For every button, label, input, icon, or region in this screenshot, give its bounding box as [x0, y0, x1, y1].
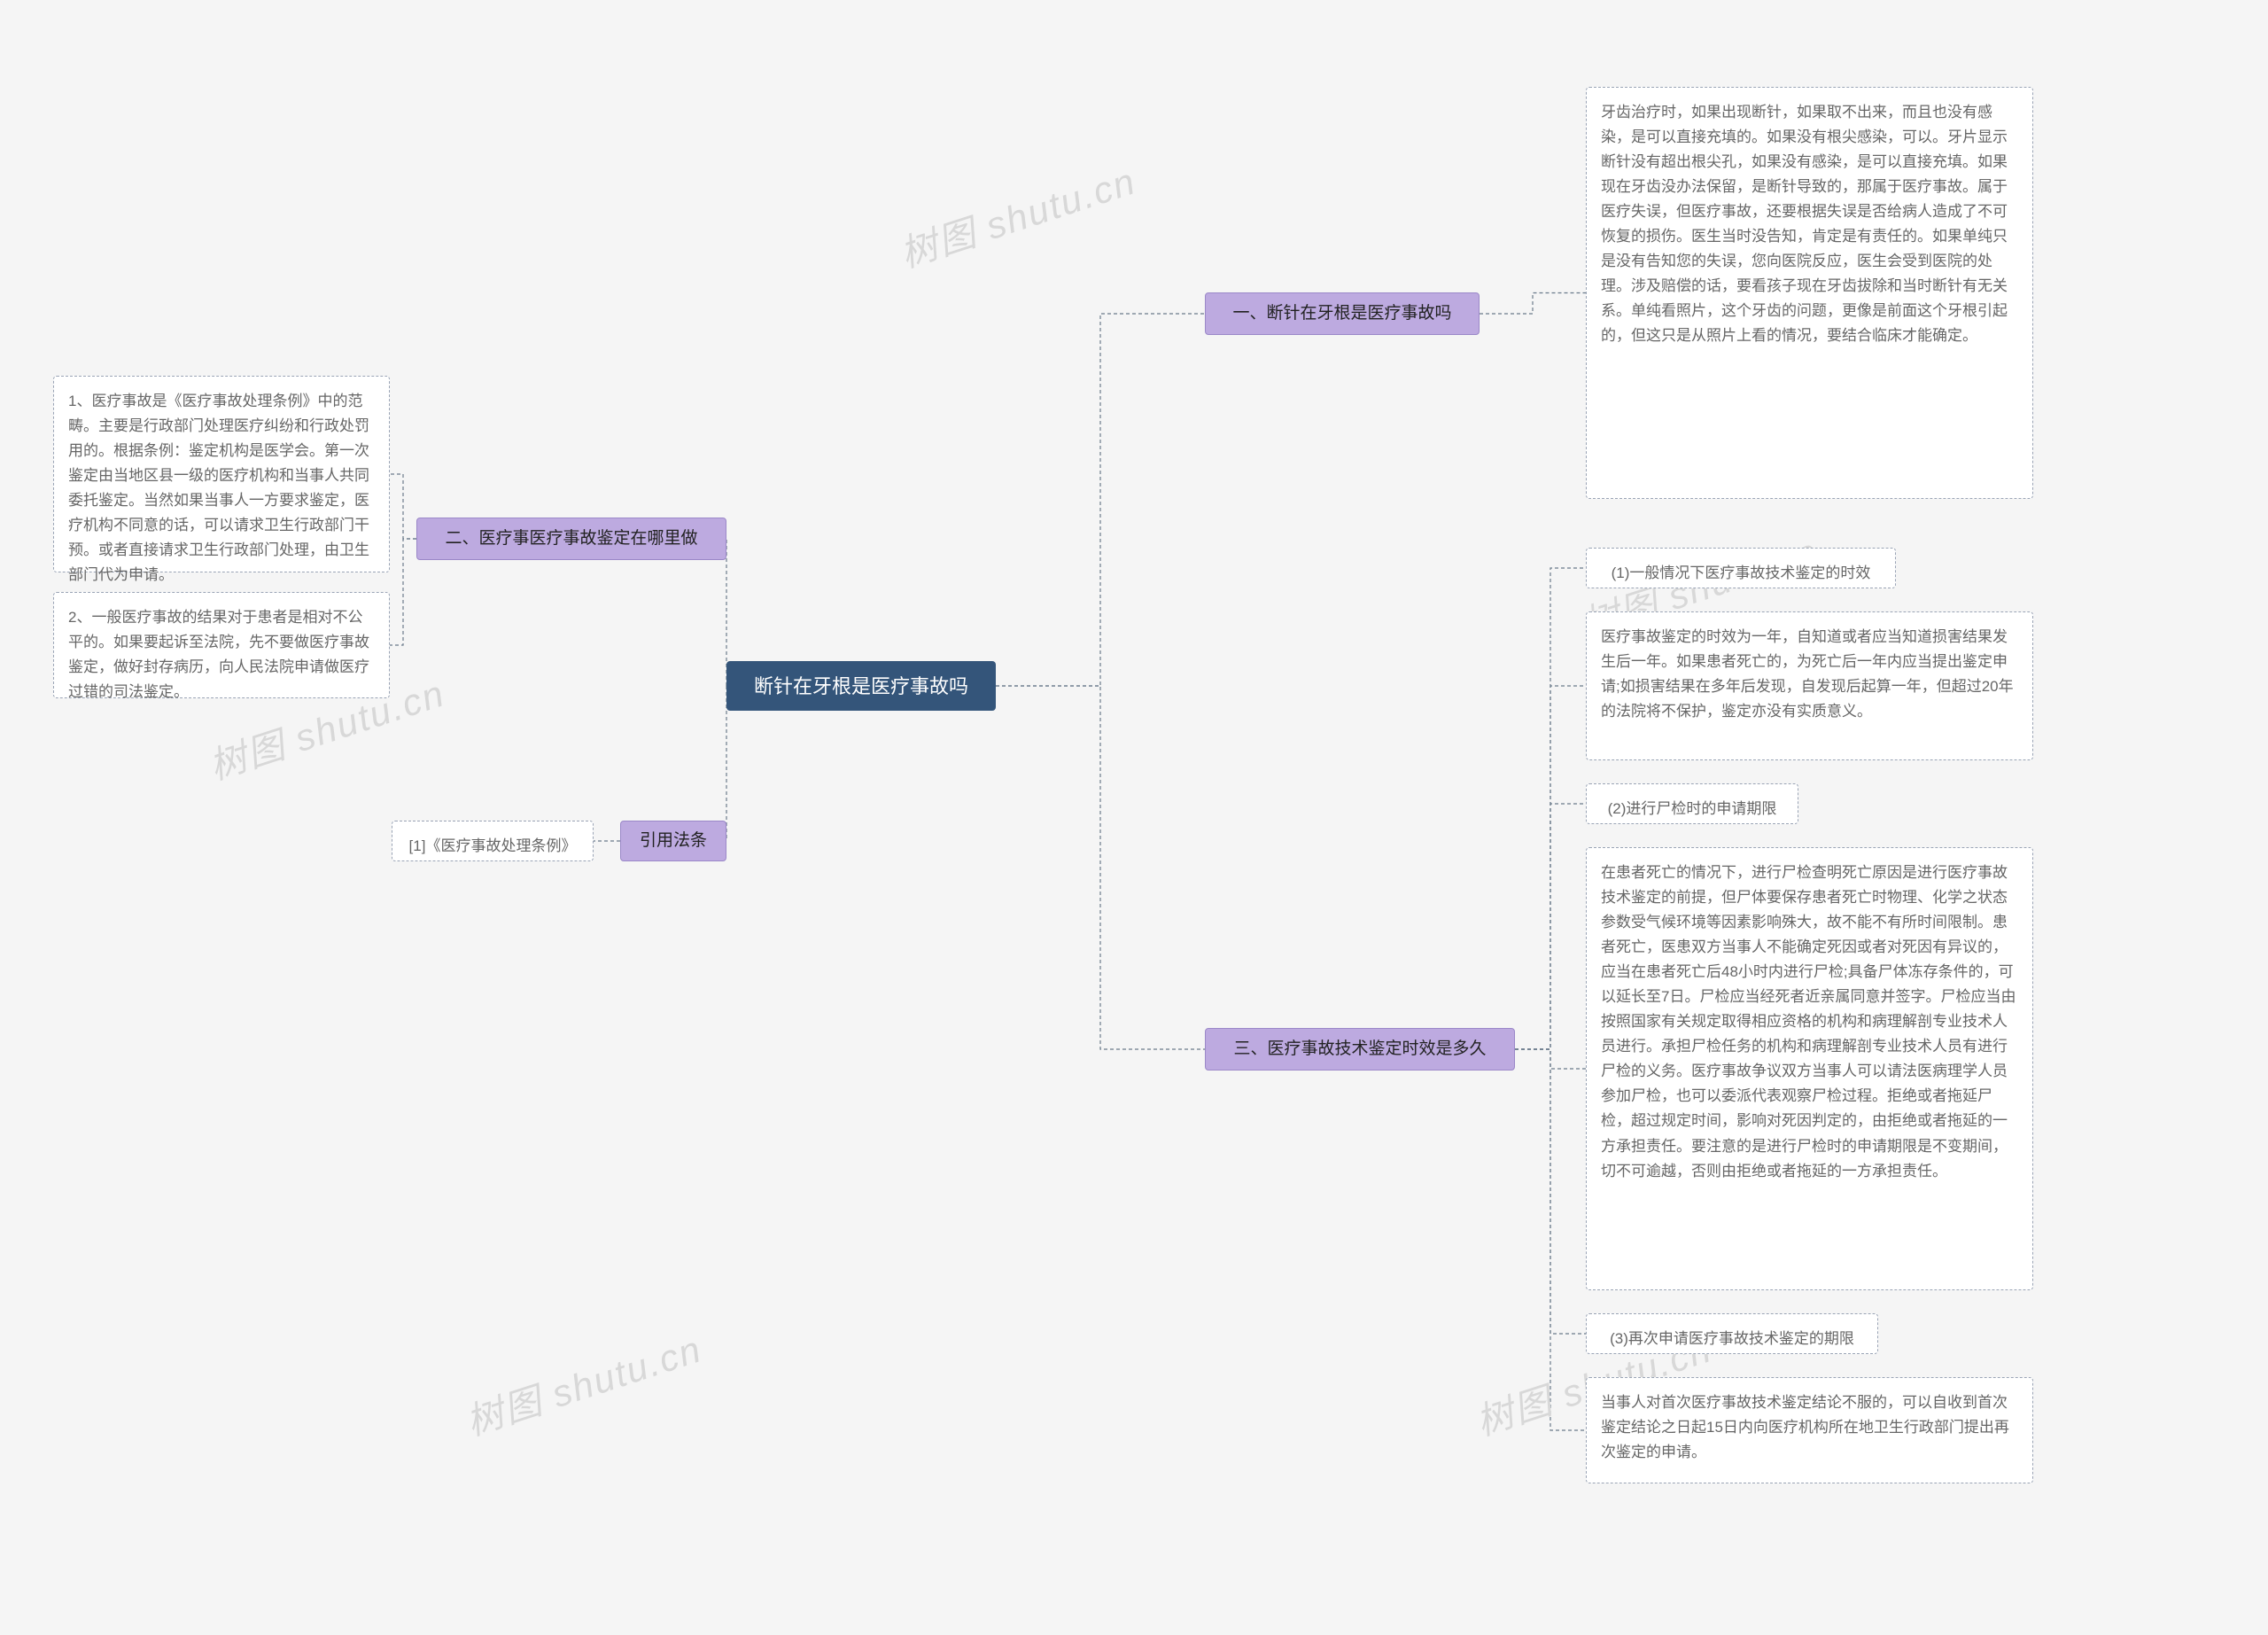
watermark: 树图 shutu.cn: [892, 152, 1142, 278]
leaf-node: [1]《医疗事故处理条例》: [392, 821, 594, 861]
branch-node[interactable]: 三、医疗事故技术鉴定时效是多久: [1205, 1028, 1515, 1071]
leaf-node: 1、医疗事故是《医疗事故处理条例》中的范畴。主要是行政部门处理医疗纠纷和行政处罚…: [53, 376, 390, 572]
leaf-node: (2)进行尸检时的申请期限: [1586, 783, 1798, 824]
branch-node[interactable]: 引用法条: [620, 821, 726, 861]
leaf-node: 当事人对首次医疗事故技术鉴定结论不服的，可以自收到首次鉴定结论之日起15日内向医…: [1586, 1377, 2033, 1483]
leaf-node: 在患者死亡的情况下，进行尸检查明死亡原因是进行医疗事故技术鉴定的前提，但尸体要保…: [1586, 847, 2033, 1290]
root-node[interactable]: 断针在牙根是医疗事故吗: [726, 661, 996, 711]
watermark: 树图 shutu.cn: [458, 1320, 708, 1446]
branch-node[interactable]: 二、医疗事医疗事故鉴定在哪里做: [416, 518, 726, 560]
leaf-node: (1)一般情况下医疗事故技术鉴定的时效: [1586, 548, 1896, 588]
leaf-node: 牙齿治疗时，如果出现断针，如果取不出来，而且也没有感染，是可以直接充填的。如果没…: [1586, 87, 2033, 499]
leaf-node: 医疗事故鉴定的时效为一年，自知道或者应当知道损害结果发生后一年。如果患者死亡的，…: [1586, 611, 2033, 760]
leaf-node: 2、一般医疗事故的结果对于患者是相对不公平的。如果要起诉至法院，先不要做医疗事故…: [53, 592, 390, 698]
branch-node[interactable]: 一、断针在牙根是医疗事故吗: [1205, 292, 1480, 335]
root-label: 断针在牙根是医疗事故吗: [754, 672, 968, 701]
leaf-node: (3)再次申请医疗事故技术鉴定的期限: [1586, 1313, 1878, 1354]
